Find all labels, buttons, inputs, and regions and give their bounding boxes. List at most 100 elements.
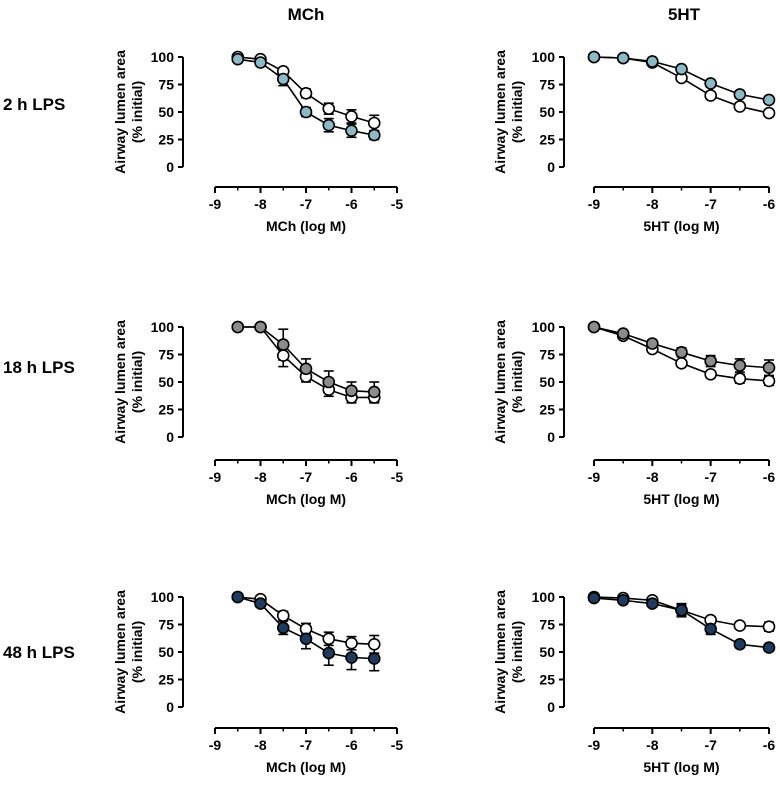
x-tick-label: -8 [254,196,267,212]
x-tick-label: -6 [345,737,358,753]
data-point-LPS [704,622,717,636]
x-tick-label: -5 [391,737,404,753]
column-title-mch: MCh [288,5,325,24]
y-axis-label-line2: (% initial) [129,81,145,143]
data-point-LPS [299,362,313,376]
y-tick-label: 0 [166,429,174,445]
y-tick-label: 75 [539,77,555,93]
data-point-LPS [254,320,267,334]
data-point-LPS [345,651,358,664]
chart-panel-2-0: 0 25 50 75 100 -9 -8 -7 -6 -5 MCh (log M) Airway lu… [112,589,403,775]
data-point-control [733,619,747,632]
data-point-LPS [675,345,688,359]
y-tick-label: 25 [158,672,174,688]
data-point-LPS [231,590,245,604]
data-point-LPS [367,385,381,399]
y-axis-label-line2: (% initial) [129,351,145,413]
y-tick-label: 100 [151,319,175,335]
data-point-control [299,87,313,100]
data-point-LPS [616,51,630,65]
x-tick-label: -7 [300,737,313,753]
x-tick-label: -8 [646,737,659,753]
data-point-LPS [322,646,336,660]
y-tick-label: 50 [158,374,174,390]
y-axis-label-line2: (% initial) [509,351,525,413]
data-point-LPS [587,320,601,334]
x-tick-label: -6 [345,196,358,212]
data-point-LPS [646,337,659,350]
chart-panel-2-1: 0 25 50 75 100 -9 -8 -7 -6 5HT (log M) Airway lume… [492,589,775,775]
y-tick-label: 100 [532,319,556,335]
data-point-LPS [367,128,381,142]
y-axis-label-line1: Airway lumen area [492,50,508,174]
chart-panel-1-1: 0 25 50 75 100 -9 -8 -7 -6 5HT (log M) Airway lume… [492,319,775,507]
data-point-control [367,637,381,651]
x-tick-label: -8 [254,469,267,485]
y-tick-label: 75 [158,617,174,633]
y-tick-label: 50 [539,104,555,120]
y-tick-label: 50 [539,374,555,390]
y-tick-label: 100 [532,49,556,65]
y-tick-label: 0 [547,159,555,175]
data-point-LPS [345,384,358,398]
x-tick-label: -5 [391,469,404,485]
data-point-control [276,349,290,362]
y-tick-label: 100 [532,589,556,605]
data-point-LPS [762,641,776,654]
data-point-control [675,356,688,370]
data-point-LPS [276,621,290,635]
x-axis-label: 5HT (log M) [643,218,719,234]
data-point-LPS [276,72,290,86]
data-point-control [733,100,747,113]
data-point-LPS [762,361,776,375]
y-tick-label: 75 [539,347,555,363]
y-tick-label: 75 [158,77,174,93]
data-point-control [762,106,776,120]
data-point-LPS [299,632,313,646]
x-tick-label: -7 [300,196,313,212]
data-point-control [762,374,776,388]
y-tick-label: 0 [547,699,555,715]
y-axis-label-line1: Airway lumen area [112,320,128,444]
data-point-LPS [231,320,245,334]
x-axis-label: MCh (log M) [266,759,346,775]
data-point-LPS [322,375,336,389]
data-point-LPS [675,603,688,617]
data-point-LPS [616,327,630,340]
data-point-LPS [231,52,245,66]
y-axis-label-line2: (% initial) [509,621,525,683]
data-point-LPS [345,124,358,137]
x-tick-label: -9 [588,469,601,485]
x-tick-label: -7 [300,469,313,485]
y-axis-label-line2: (% initial) [129,621,145,683]
x-tick-label: -6 [763,196,776,212]
data-point-LPS [646,597,659,610]
data-point-LPS [254,56,267,69]
data-point-control [367,116,381,130]
data-point-LPS [646,55,659,68]
y-tick-label: 0 [166,159,174,175]
y-tick-label: 50 [158,104,174,120]
x-tick-label: -5 [391,196,404,212]
y-tick-label: 0 [547,429,555,445]
data-point-control [345,636,358,650]
x-tick-label: -8 [646,469,659,485]
data-point-control [733,372,747,386]
y-tick-label: 100 [151,49,175,65]
chart-panel-1-0: 0 25 50 75 100 -9 -8 -7 -6 -5 MCh (log M) Airway lu… [112,319,403,507]
x-tick-label: -9 [209,469,222,485]
y-tick-label: 25 [158,132,174,148]
x-tick-label: -7 [704,737,717,753]
x-tick-label: -7 [704,196,717,212]
x-tick-label: -8 [254,737,267,753]
x-tick-label: -6 [345,469,358,485]
y-axis-label-line1: Airway lumen area [112,590,128,714]
data-point-control [704,89,717,102]
x-axis-label: 5HT (log M) [643,491,719,507]
row-label-18h: 18 h LPS [3,358,75,377]
y-axis-label-line1: Airway lumen area [492,320,508,444]
y-axis-label-line1: Airway lumen area [492,590,508,714]
data-point-LPS [733,637,747,651]
data-point-control [276,609,290,623]
data-point-control [322,632,336,646]
